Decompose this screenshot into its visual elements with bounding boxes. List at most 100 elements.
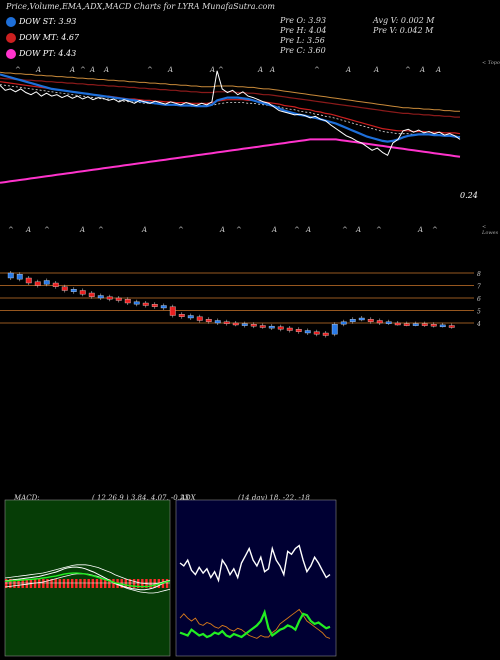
candle-up: [268, 325, 275, 329]
macd-signal-line-b: [4, 564, 171, 585]
legend-dow-pt: DOW PT: 4.43: [6, 49, 76, 59]
candle-up: [70, 289, 77, 292]
candle-up: [304, 330, 311, 334]
legend-swatch-blue-icon: [6, 17, 16, 27]
top-tick-2: A: [69, 66, 75, 74]
candle-down: [178, 314, 185, 317]
macd-histogram-bar: [132, 579, 136, 588]
top-tick-12: ^: [314, 66, 320, 74]
top-tick-6: ^: [147, 66, 153, 74]
macd-histogram-bar: [42, 579, 45, 588]
macd-histogram-bar: [9, 579, 12, 588]
adx-panel-bg: [175, 499, 337, 657]
ema-long-line-orange: [0, 71, 460, 112]
candle-down: [115, 297, 122, 301]
candlestick-chart: 8 7 6 5 4: [0, 271, 481, 338]
top-tick-4: A: [89, 66, 95, 74]
candle-down: [286, 327, 293, 331]
macd-histogram-bar: [13, 579, 16, 588]
candle-up: [349, 319, 356, 322]
dow-st-line: [0, 73, 461, 143]
macd-histogram-bar: [75, 579, 78, 588]
top-tick-1: A: [35, 66, 41, 74]
macd-histogram-bar: [50, 579, 53, 588]
top-tick-9: ^: [218, 66, 224, 74]
price-level-label-7: 7: [477, 284, 481, 291]
ema-dotted-line: [0, 84, 461, 137]
candle-down: [79, 290, 86, 295]
macd-histogram-bar: [149, 579, 152, 588]
candle-up: [7, 272, 14, 279]
stat-avg-volume: Avg V: 0.002 M: [373, 16, 435, 25]
legend-dow-pt-label: DOW PT: 4.43: [19, 49, 77, 58]
candle-up: [241, 323, 248, 326]
macd-histogram-bar: [112, 579, 115, 588]
bottom-tick-14: ^: [376, 226, 382, 234]
candle-down: [25, 277, 32, 284]
macd-histogram-bar: [38, 579, 41, 588]
adx-chart: [175, 499, 337, 657]
bottom-tick-3: A: [79, 226, 85, 234]
macd-params: ( 12,26,9 ) 3.84, 4.07, -0.23: [92, 494, 189, 502]
top-tick-17: A: [435, 66, 441, 74]
candle-down: [34, 281, 41, 286]
macd-histogram-bar: [66, 579, 70, 588]
top-tick-11: A: [269, 66, 275, 74]
top-tick-13: A: [345, 66, 351, 74]
adx-title: ADX: [180, 494, 196, 502]
adx-params: (14 day) 18, -22, -18: [238, 494, 310, 502]
top-tick-16: A: [419, 66, 425, 74]
price-level-label-6: 6: [477, 296, 481, 303]
candle-up: [160, 305, 167, 309]
bottom-tick-9: A: [271, 226, 277, 234]
candle-down: [448, 325, 455, 328]
candle-up: [412, 323, 419, 326]
legend-dow-mt-label: DOW MT: 4.67: [19, 33, 80, 42]
dow-mt-line: [0, 81, 461, 135]
legend-dow-st-label: DOW ST: 3.93: [19, 17, 77, 26]
top-tick-8: A: [209, 66, 215, 74]
macd-panel-bg: [4, 499, 171, 657]
candle-down: [259, 325, 266, 328]
macd-histogram-bar: [124, 579, 128, 588]
legend-swatch-red-icon: [6, 33, 16, 43]
candle-down: [196, 316, 203, 321]
top-marker: < Topo: [482, 60, 500, 66]
macd-histogram-bar: [83, 579, 86, 588]
candle-up: [187, 315, 194, 319]
macd-histogram-bar: [71, 579, 74, 588]
bottom-tick-1: A: [25, 226, 31, 234]
macd-histogram-bar: [79, 579, 82, 588]
legend-dow-mt: DOW MT: 4.67: [6, 33, 79, 43]
top-tick-10: A: [257, 66, 263, 74]
candle-up: [133, 301, 140, 305]
macd-histogram-bar: [137, 579, 140, 588]
candle-down: [61, 286, 68, 291]
candle-down: [403, 323, 410, 326]
minus-di-line: [179, 608, 331, 639]
top-tick-0: ^: [15, 66, 21, 74]
page-title: Price,Volume,EMA,ADX,MACD Charts for LYR…: [6, 2, 275, 11]
candle-down: [142, 302, 149, 306]
bottom-tick-10: ^: [294, 226, 300, 234]
candle-down: [376, 320, 383, 324]
macd-histogram-bar: [54, 579, 57, 588]
macd-histogram-bar: [91, 579, 95, 588]
last-price-label: 0.24: [460, 191, 478, 200]
bottom-tick-6: ^: [178, 226, 184, 234]
legend-swatch-magenta-icon: [6, 49, 16, 59]
candle-down: [205, 319, 212, 322]
candle-up: [331, 324, 338, 335]
stat-pre-open: Pre O: 3.93: [280, 16, 327, 25]
dow-pt-line: [0, 138, 461, 184]
price-ema-chart: ^ A A ^ A A ^ A A ^ A A ^ A A ^ A A^ A ^ A ^ A ^ A ^ A ^ A ^ A ^ A ^: [0, 66, 461, 234]
top-tick-15: ^: [405, 66, 411, 74]
price-level-label-8: 8: [477, 271, 481, 278]
legend-dow-st: DOW ST: 3.93: [6, 17, 76, 27]
stat-pre-high: Pre H: 4.04: [280, 26, 327, 35]
candle-down: [250, 324, 257, 327]
macd-line: [4, 566, 171, 591]
stat-pre-close: Pre C: 3.60: [280, 46, 326, 55]
candle-down: [421, 323, 428, 326]
top-tick-3: ^: [80, 66, 86, 74]
